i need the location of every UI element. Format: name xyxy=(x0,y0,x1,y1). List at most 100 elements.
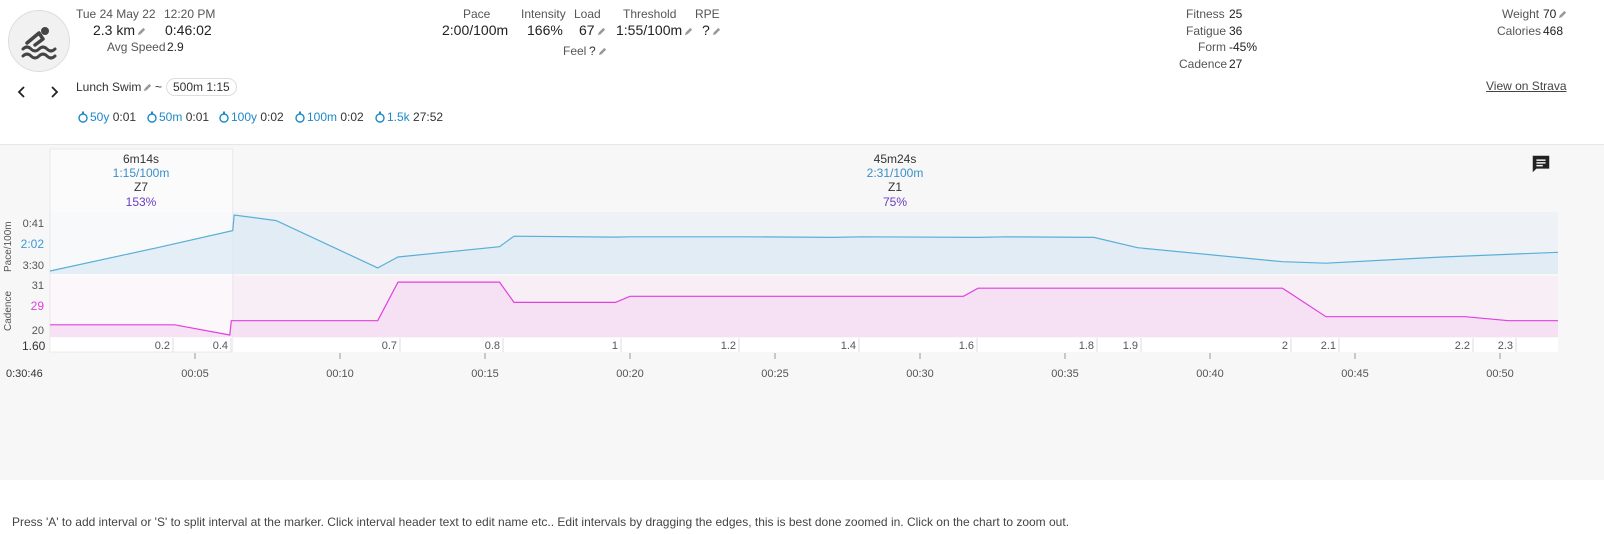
calories-label: Calories xyxy=(1497,24,1542,38)
intensity-label: Intensity xyxy=(521,7,566,21)
time-tick: 00:45 xyxy=(1341,368,1369,380)
interval-percent: 153% xyxy=(126,195,157,209)
time-tick: 00:15 xyxy=(471,368,499,380)
time-tick: 00:30 xyxy=(906,368,934,380)
distance-tick: 0.2 xyxy=(155,340,170,352)
distance-tick: 1.9 xyxy=(1123,340,1138,352)
distance-tick: 2 xyxy=(1282,340,1288,352)
load-value[interactable]: 67 xyxy=(579,22,606,38)
pace-area xyxy=(50,215,1558,274)
lap-distance: 100y xyxy=(231,110,258,124)
title-tilde: ~ xyxy=(155,80,163,94)
threshold-value[interactable]: 1:55/100m xyxy=(616,22,693,38)
lap-best-1[interactable]: 50m 0:01 xyxy=(147,110,209,124)
time-tick: 00:10 xyxy=(326,368,354,380)
chevron-left-icon xyxy=(17,86,25,98)
cadence-tick: 31 xyxy=(32,280,44,292)
prev-activity-button[interactable] xyxy=(12,82,32,102)
distance-tick: 2.3 xyxy=(1498,340,1513,352)
calories-value: 468 xyxy=(1543,24,1564,38)
distance-tick: 0.7 xyxy=(382,340,397,352)
edit-name-icon[interactable] xyxy=(143,83,152,92)
pace-axis-title: Pace/100m xyxy=(3,221,14,272)
activity-chart[interactable]: 6m14s 1:15/100m Z7 153% 45m24s 2:31/100m Z1 75%… xyxy=(0,145,1604,480)
time-tick: 00:40 xyxy=(1196,368,1224,380)
lap-time: 0:01 xyxy=(185,110,210,124)
edit-threshold-icon[interactable] xyxy=(684,27,693,36)
cadence-value: 27 xyxy=(1229,57,1243,71)
interval-duration: 45m24s xyxy=(874,152,917,166)
cadence-tick: 20 xyxy=(32,325,44,337)
distance-tick: 2.1 xyxy=(1321,340,1336,352)
lap-distance: 50m xyxy=(159,110,183,124)
edit-weight-icon[interactable] xyxy=(1558,10,1567,19)
intensity-value: 166% xyxy=(527,22,563,38)
fatigue-label: Fatigue xyxy=(1186,24,1227,38)
fitness-value: 25 xyxy=(1229,7,1243,21)
cadence-marker-value: 29 xyxy=(31,299,45,313)
comment-icon xyxy=(1532,155,1550,173)
time-tick: 00:20 xyxy=(616,368,644,380)
pace-line xyxy=(49,214,1559,272)
edit-distance-icon[interactable] xyxy=(137,27,146,36)
activity-name[interactable]: Lunch Swim xyxy=(76,80,152,94)
edit-load-icon[interactable] xyxy=(597,27,606,36)
rpe-value[interactable]: ? xyxy=(702,22,721,38)
lap-best-2[interactable]: 100y 0:02 xyxy=(219,110,284,124)
distance-tick: 1.8 xyxy=(1079,340,1094,352)
lap-distance: 1.5k xyxy=(387,110,410,124)
lap-best-0[interactable]: 50y 0:01 xyxy=(78,110,136,124)
stopwatch-icon xyxy=(375,111,385,123)
view-on-strava-link[interactable]: View on Strava xyxy=(1486,79,1567,93)
cadence-label: Cadence xyxy=(1179,57,1228,71)
interval-pace: 2:31/100m xyxy=(867,166,924,180)
time-marker-value: 0:30:46 xyxy=(6,368,43,380)
rpe-label: RPE xyxy=(695,7,720,21)
sport-avatar xyxy=(8,10,70,72)
activity-duration: 0:46:02 xyxy=(165,22,212,38)
stopwatch-icon xyxy=(295,111,305,123)
avg-speed-value: 2.9 xyxy=(167,40,184,54)
help-text: Press 'A' to add interval or 'S' to spli… xyxy=(12,515,1070,529)
distance-marker-value: 1.60 xyxy=(22,339,46,353)
lap-distance: 50y xyxy=(90,110,110,124)
lap-best-3[interactable]: 100m 0:02 xyxy=(295,110,364,124)
cadence-line xyxy=(50,281,1558,336)
time-tick: 00:50 xyxy=(1486,368,1514,380)
time-tick: 00:35 xyxy=(1051,368,1079,380)
distance-tick: 1.6 xyxy=(959,340,974,352)
distance-tick: 0.4 xyxy=(213,340,228,352)
edit-feel-icon[interactable] xyxy=(598,47,607,56)
weight-value[interactable]: 70 xyxy=(1543,7,1567,21)
pace-value: 2:00/100m xyxy=(442,22,509,38)
activity-time: 12:20 PM xyxy=(164,7,216,21)
interval-duration: 6m14s xyxy=(123,152,159,166)
activity-date: Tue 24 May 22 xyxy=(76,7,156,21)
best-effort-tag[interactable]: 500m 1:15 xyxy=(166,78,237,96)
lap-distance: 100m xyxy=(307,110,338,124)
fitness-label: Fitness xyxy=(1186,7,1225,21)
lap-time: 0:02 xyxy=(260,110,284,124)
weight-label: Weight xyxy=(1502,7,1540,21)
distance-tick: 1.2 xyxy=(721,340,736,352)
form-label: Form xyxy=(1198,40,1226,54)
edit-rpe-icon[interactable] xyxy=(712,27,721,36)
distance-tick: 1.4 xyxy=(841,340,856,352)
comments-button[interactable] xyxy=(1530,153,1552,175)
cadence-axis-title: Cadence xyxy=(3,291,14,331)
threshold-label: Threshold xyxy=(623,7,677,21)
next-activity-button[interactable] xyxy=(44,82,64,102)
distance-tick: 0.8 xyxy=(485,340,500,352)
load-label: Load xyxy=(574,7,601,21)
pace-label: Pace xyxy=(463,7,491,21)
activity-distance[interactable]: 2.3 km xyxy=(93,22,146,38)
feel-value[interactable]: ? xyxy=(589,44,607,58)
feel-label: Feel xyxy=(563,44,587,58)
lap-time: 0:02 xyxy=(340,110,364,124)
chevron-right-icon xyxy=(51,86,59,98)
swimmer-icon xyxy=(21,27,57,60)
distance-axis-band xyxy=(50,338,1558,352)
lap-best-4[interactable]: 1.5k 27:52 xyxy=(375,110,443,124)
fatigue-value: 36 xyxy=(1229,24,1243,38)
